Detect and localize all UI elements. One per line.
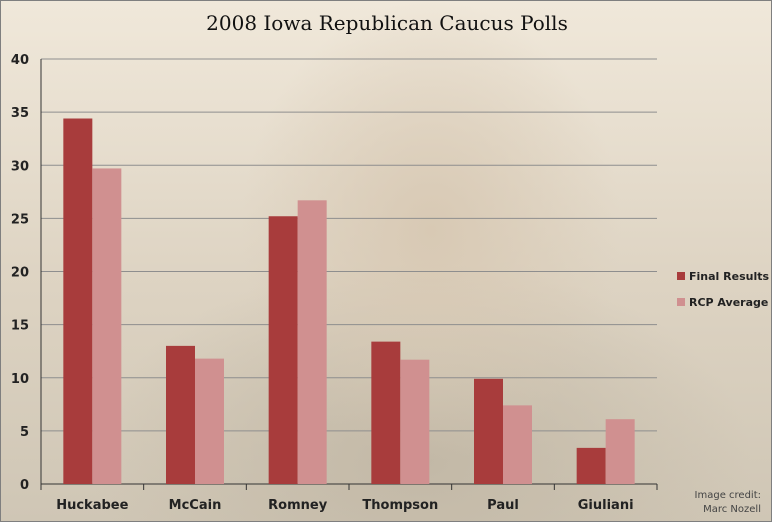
- legend-label-final: Final Results: [689, 269, 770, 283]
- bar-rcp-average: [503, 405, 532, 484]
- bar-final-results: [474, 378, 503, 484]
- legend: Final Results RCP Average: [677, 263, 769, 315]
- bar-rcp-average: [92, 168, 122, 484]
- x-tick-label: Thompson: [362, 498, 438, 513]
- bar-rcp-average: [605, 419, 635, 484]
- y-tick-label: 10: [11, 372, 29, 387]
- legend-swatch-rcp: [677, 298, 685, 306]
- y-tick-label: 5: [20, 425, 29, 440]
- image-credit: Image credit: Marc Nozell: [695, 489, 761, 517]
- bar-final-results: [576, 447, 606, 484]
- x-tick-label: Paul: [487, 498, 519, 513]
- y-tick-label: 20: [11, 266, 29, 281]
- bar-final-results: [166, 345, 195, 484]
- x-tick-label: McCain: [169, 498, 222, 513]
- x-tick-label: Romney: [268, 498, 328, 513]
- y-tick-label: 0: [20, 478, 29, 493]
- bar-final-results: [268, 216, 298, 484]
- bar-rcp-average: [400, 359, 430, 484]
- x-tick-label: Giuliani: [578, 498, 634, 513]
- y-tick-label: 25: [11, 212, 29, 227]
- x-tick-label: Huckabee: [56, 498, 128, 513]
- y-tick-label: 35: [11, 106, 29, 121]
- bar-rcp-average: [195, 358, 224, 484]
- bar-rcp-average: [297, 200, 327, 484]
- image-credit-label: Image credit:: [694, 490, 761, 501]
- legend-item-final: Final Results: [677, 263, 769, 289]
- bar-final-results: [63, 118, 93, 484]
- image-credit-name: Marc Nozell: [703, 504, 761, 515]
- chart-title: 2008 Iowa Republican Caucus Polls: [206, 11, 568, 35]
- y-tick-label: 30: [11, 159, 29, 174]
- y-tick-label: 40: [11, 53, 29, 68]
- bar-final-results: [371, 341, 401, 484]
- y-tick-label: 15: [11, 319, 29, 334]
- legend-item-rcp: RCP Average: [677, 289, 769, 315]
- legend-swatch-final: [677, 272, 685, 280]
- legend-label-rcp: RCP Average: [689, 295, 769, 309]
